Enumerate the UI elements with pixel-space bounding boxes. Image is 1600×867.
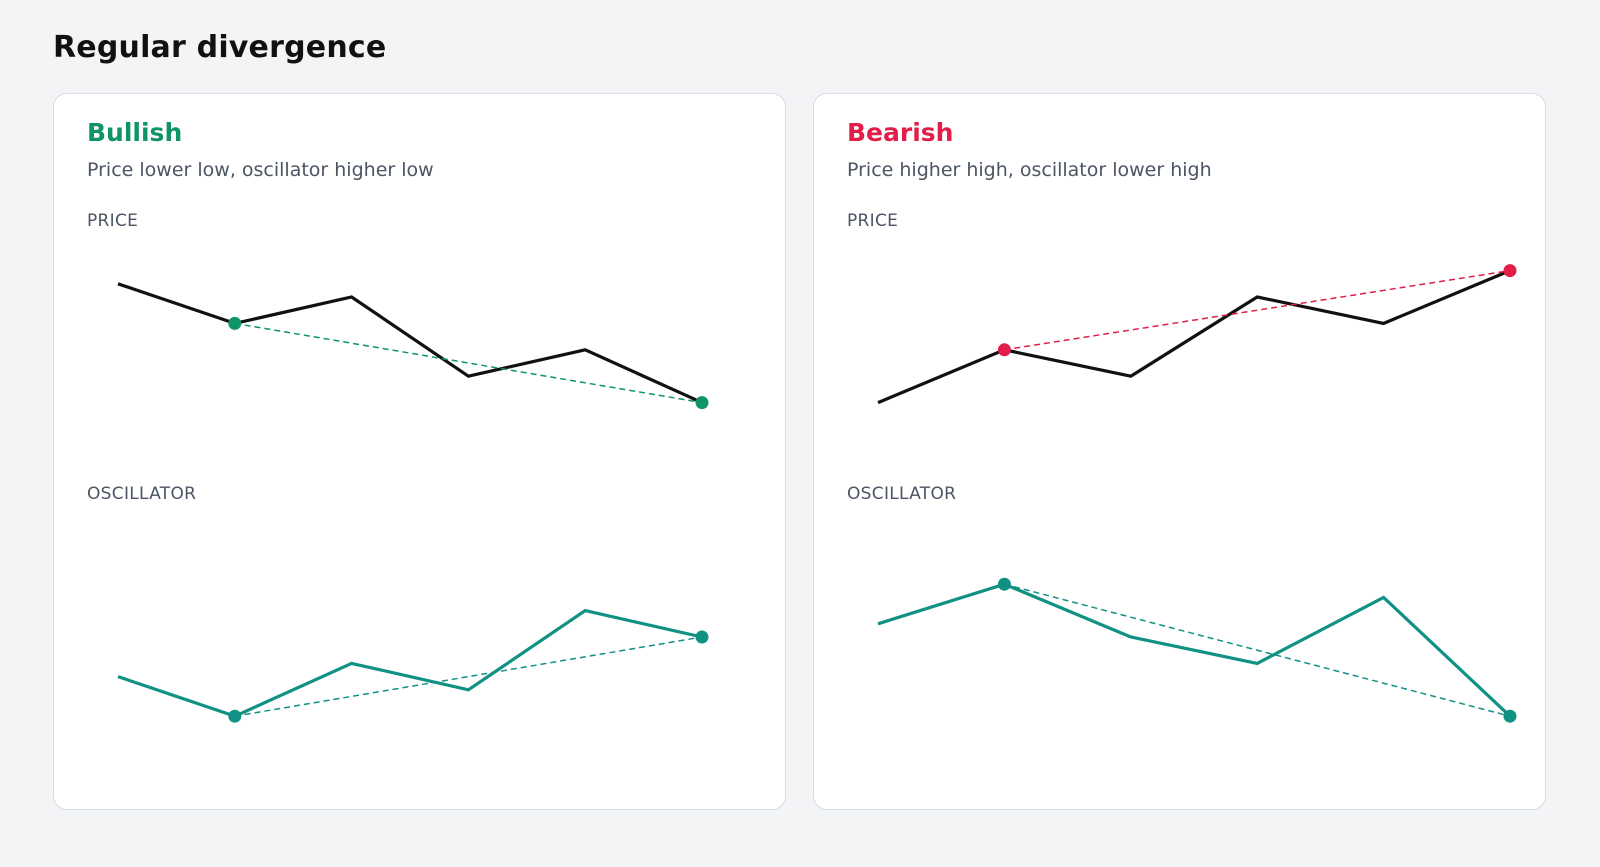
bearish-oscillator-plot-series-line	[877, 582, 1512, 718]
bullish-price-plot	[117, 282, 709, 410]
bearish-oscillator-plot-divergence-line	[1004, 583, 1511, 717]
bearish-price-plot-divergence-point-1	[997, 343, 1011, 357]
bullish-oscillator-label: OSCILLATOR	[87, 484, 197, 504]
bullish-price-label: PRICE	[87, 211, 139, 231]
bullish-price-plot-series-line	[117, 282, 703, 405]
bearish-oscillator-plot-divergence-point-2	[1503, 709, 1517, 723]
bearish-chart	[877, 264, 1517, 723]
bearish-price-label: PRICE	[847, 211, 899, 231]
bearish-price-plot	[877, 264, 1517, 405]
bearish-oscillator-label: OSCILLATOR	[847, 484, 957, 504]
bearish-oscillator-plot-divergence-point-1	[997, 577, 1011, 591]
bullish-oscillator-plot	[117, 608, 709, 723]
bullish-oscillator-plot-series-line	[117, 608, 703, 718]
bearish-heading: Bearish	[847, 118, 954, 147]
bearish-price-plot-divergence-point-2	[1503, 264, 1517, 278]
bullish-description: Price lower low, oscillator higher low	[87, 159, 434, 181]
bullish-panel: Bullish Price lower low, oscillator high…	[53, 93, 786, 810]
bullish-chart	[117, 282, 709, 723]
bullish-heading: Bullish	[87, 118, 183, 147]
bearish-oscillator-plot	[877, 577, 1517, 723]
bearish-price-plot-divergence-line	[1004, 269, 1511, 351]
bullish-price-plot-divergence-point-1	[228, 316, 242, 330]
bullish-price-plot-divergence-line	[234, 322, 703, 404]
bearish-description: Price higher high, oscillator lower high	[847, 159, 1212, 181]
bullish-oscillator-plot-divergence-line	[234, 636, 703, 717]
bullish-price-plot-divergence-point-2	[695, 396, 709, 410]
page-title: Regular divergence	[53, 30, 387, 65]
bullish-oscillator-plot-divergence-point-2	[695, 630, 709, 644]
bearish-price-plot-series-line	[877, 269, 1511, 405]
bearish-panel: Bearish Price higher high, oscillator lo…	[813, 93, 1546, 810]
bullish-oscillator-plot-divergence-point-1	[228, 709, 242, 723]
